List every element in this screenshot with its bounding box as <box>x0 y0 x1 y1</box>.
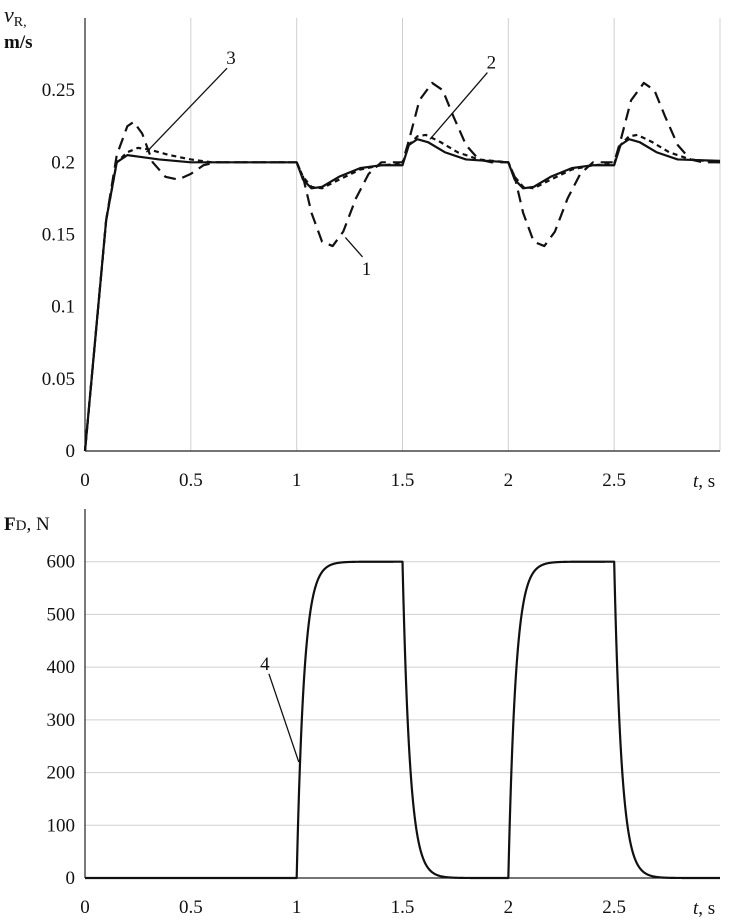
velocity-x-label-symbol: t <box>693 471 699 492</box>
velocity-grid <box>190 18 721 451</box>
annotation-leader <box>429 72 488 140</box>
x-tick-label: 1 <box>292 470 302 491</box>
velocity-x-ticks: 0 0.5 1 1.5 2 2.5 <box>80 470 626 491</box>
x-tick-label: 2 <box>504 470 514 491</box>
velocity-x-label: t, s <box>693 471 715 492</box>
x-tick-label: 1.5 <box>391 470 415 491</box>
force-x-label-unit: , s <box>698 898 715 919</box>
y-tick-label: 100 <box>47 815 76 836</box>
x-tick-label: 1.5 <box>391 897 415 918</box>
x-tick-label: 0 <box>80 897 90 918</box>
velocity-y-ticks: 0 0.05 0.1 0.15 0.2 0.25 <box>42 80 75 462</box>
x-tick-label: 2 <box>504 897 514 918</box>
x-tick-label: 0 <box>80 470 90 491</box>
y-tick-label: 0.1 <box>51 297 75 318</box>
annotation-label: 1 <box>362 259 372 280</box>
y-tick-label: 600 <box>47 552 76 573</box>
y-tick-label: 0.2 <box>51 152 75 173</box>
force-annotations: 4 <box>260 654 300 763</box>
annotation-leader <box>268 673 300 763</box>
force-y-label-subscript: D <box>16 518 27 534</box>
velocity-x-label-unit: , s <box>698 471 715 492</box>
force-y-label: FD, N <box>4 514 50 535</box>
y-tick-label: 400 <box>47 657 76 678</box>
force-x-ticks: 0 0.5 1 1.5 2 2.5 <box>80 897 626 918</box>
velocity-annotations: 3 2 1 <box>145 48 497 280</box>
velocity-y-label-symbol: v <box>4 2 14 27</box>
velocity-y-unit: m/s <box>4 32 33 53</box>
force-chart: 0 100 200 300 400 500 600 0 0.5 1 1.5 2 2.5 4 FD, N… <box>4 509 721 919</box>
velocity-series <box>83 81 721 452</box>
force-series <box>84 560 721 880</box>
y-tick-label: 0.25 <box>42 80 75 101</box>
annotation-label: 4 <box>260 654 270 675</box>
y-tick-label: 0 <box>66 441 76 462</box>
x-tick-label: 1 <box>292 897 302 918</box>
velocity-y-label: vR, <box>4 2 27 30</box>
series-line-3 <box>83 138 721 452</box>
annotation-label: 2 <box>487 53 497 74</box>
force-y-label-symbol: F <box>4 514 16 535</box>
annotation-leader <box>145 67 228 153</box>
y-tick-label: 0.05 <box>42 369 75 390</box>
force-x-label-symbol: t <box>693 898 699 919</box>
y-tick-label: 300 <box>47 710 76 731</box>
x-tick-label: 2.5 <box>602 470 626 491</box>
y-tick-label: 200 <box>47 763 76 784</box>
series-line-4 <box>84 560 721 880</box>
y-tick-label: 0.15 <box>42 225 75 246</box>
annotation-leader <box>344 236 364 258</box>
velocity-chart: 0 0.05 0.1 0.15 0.2 0.25 0 0.5 1 1.5 2 2.5 3 2 1 vR,… <box>4 2 721 492</box>
y-tick-label: 0 <box>66 868 76 889</box>
series-line-1 <box>83 81 720 452</box>
force-y-label-unit: , N <box>26 514 50 535</box>
force-y-ticks: 0 100 200 300 400 500 600 <box>47 552 76 889</box>
annotation-label: 3 <box>226 48 236 69</box>
x-tick-label: 2.5 <box>602 897 626 918</box>
x-tick-label: 0.5 <box>179 470 203 491</box>
velocity-y-label-subscript: R, <box>14 15 27 30</box>
x-tick-label: 0.5 <box>179 897 203 918</box>
y-tick-label: 500 <box>47 604 76 625</box>
force-x-label: t, s <box>693 898 715 919</box>
